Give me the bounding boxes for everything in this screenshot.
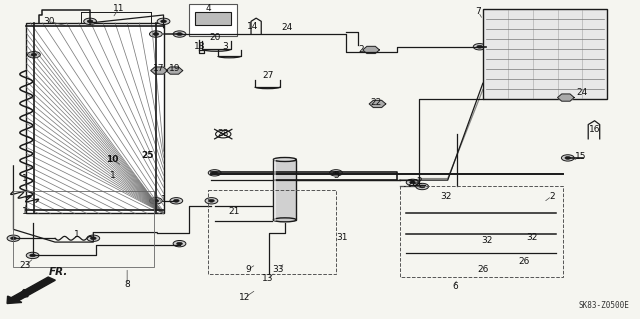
- Circle shape: [84, 18, 97, 25]
- Text: 3: 3: [223, 42, 228, 51]
- Text: 5: 5: [333, 171, 339, 180]
- Circle shape: [31, 53, 36, 56]
- Text: 15: 15: [575, 152, 586, 161]
- Text: 31: 31: [337, 233, 348, 242]
- Circle shape: [177, 33, 182, 35]
- Text: 4: 4: [205, 4, 211, 13]
- Circle shape: [477, 45, 483, 48]
- Text: 10: 10: [106, 155, 118, 164]
- Circle shape: [406, 179, 419, 186]
- Circle shape: [90, 237, 96, 240]
- Bar: [483, 9, 607, 99]
- Circle shape: [173, 199, 179, 202]
- Circle shape: [87, 235, 100, 241]
- Bar: [26, 23, 164, 213]
- Polygon shape: [557, 94, 574, 101]
- Circle shape: [209, 199, 214, 202]
- Text: 27: 27: [262, 71, 273, 80]
- Text: 23: 23: [19, 261, 31, 271]
- Text: 18: 18: [194, 42, 205, 51]
- Text: 25: 25: [141, 151, 154, 160]
- Circle shape: [565, 157, 571, 160]
- Text: 32: 32: [526, 233, 538, 242]
- Circle shape: [153, 199, 159, 202]
- Text: 24: 24: [281, 23, 292, 32]
- Text: 8: 8: [124, 280, 130, 289]
- Text: 29: 29: [407, 179, 419, 188]
- Text: 1: 1: [161, 195, 166, 204]
- Bar: [400, 187, 563, 277]
- Circle shape: [416, 183, 429, 190]
- Circle shape: [29, 254, 35, 257]
- Circle shape: [205, 197, 218, 204]
- Text: 16: 16: [589, 125, 600, 134]
- Circle shape: [282, 169, 288, 172]
- Text: FR.: FR.: [49, 267, 68, 277]
- Circle shape: [177, 242, 182, 245]
- Circle shape: [11, 237, 17, 240]
- Text: 32: 32: [441, 191, 452, 201]
- Polygon shape: [151, 67, 168, 74]
- Text: 1: 1: [22, 174, 28, 183]
- Text: 14: 14: [247, 22, 259, 31]
- Circle shape: [333, 171, 339, 174]
- Text: 26: 26: [518, 257, 530, 266]
- Text: 2: 2: [358, 45, 364, 55]
- Text: 24: 24: [576, 88, 588, 97]
- Circle shape: [28, 51, 40, 58]
- Circle shape: [157, 18, 170, 25]
- Polygon shape: [166, 67, 182, 74]
- Circle shape: [7, 235, 20, 241]
- Circle shape: [212, 171, 218, 174]
- Text: 1: 1: [109, 171, 115, 180]
- Text: 17: 17: [154, 64, 165, 73]
- Text: 33: 33: [273, 264, 284, 274]
- Text: 9: 9: [246, 264, 252, 274]
- Text: 30: 30: [43, 17, 54, 26]
- Circle shape: [173, 241, 186, 247]
- Bar: [195, 12, 230, 25]
- Bar: [13, 191, 154, 268]
- FancyArrow shape: [7, 277, 55, 303]
- Circle shape: [87, 20, 93, 23]
- Circle shape: [170, 197, 182, 204]
- Text: 7: 7: [476, 7, 481, 16]
- Circle shape: [419, 185, 425, 188]
- Circle shape: [473, 44, 486, 50]
- Ellipse shape: [273, 218, 296, 222]
- Polygon shape: [369, 100, 386, 108]
- Text: 1: 1: [22, 207, 28, 216]
- Text: 20: 20: [209, 33, 220, 42]
- Circle shape: [410, 181, 415, 184]
- Text: 19: 19: [169, 64, 180, 73]
- Text: 2: 2: [416, 177, 422, 186]
- Text: 13: 13: [262, 274, 273, 283]
- Bar: [208, 190, 336, 274]
- Text: 12: 12: [239, 293, 250, 302]
- Bar: [189, 4, 237, 36]
- Text: 21: 21: [228, 207, 239, 216]
- Circle shape: [26, 252, 39, 259]
- Text: 26: 26: [477, 264, 488, 274]
- Circle shape: [150, 197, 163, 204]
- Polygon shape: [363, 46, 380, 54]
- Ellipse shape: [273, 158, 296, 161]
- Text: 28: 28: [217, 129, 228, 138]
- Circle shape: [153, 33, 159, 35]
- Text: 11: 11: [113, 4, 125, 13]
- Circle shape: [278, 167, 291, 174]
- Circle shape: [161, 20, 166, 23]
- Circle shape: [173, 31, 186, 37]
- Bar: [273, 160, 296, 220]
- Text: 2: 2: [549, 191, 555, 201]
- Text: 32: 32: [482, 236, 493, 245]
- Circle shape: [561, 155, 574, 161]
- Circle shape: [150, 31, 163, 37]
- Circle shape: [208, 170, 221, 176]
- Text: 1: 1: [74, 230, 80, 239]
- Circle shape: [330, 170, 342, 176]
- Text: SK83-Z0500E: SK83-Z0500E: [579, 301, 630, 310]
- Text: 6: 6: [452, 282, 458, 291]
- Text: 22: 22: [371, 98, 382, 107]
